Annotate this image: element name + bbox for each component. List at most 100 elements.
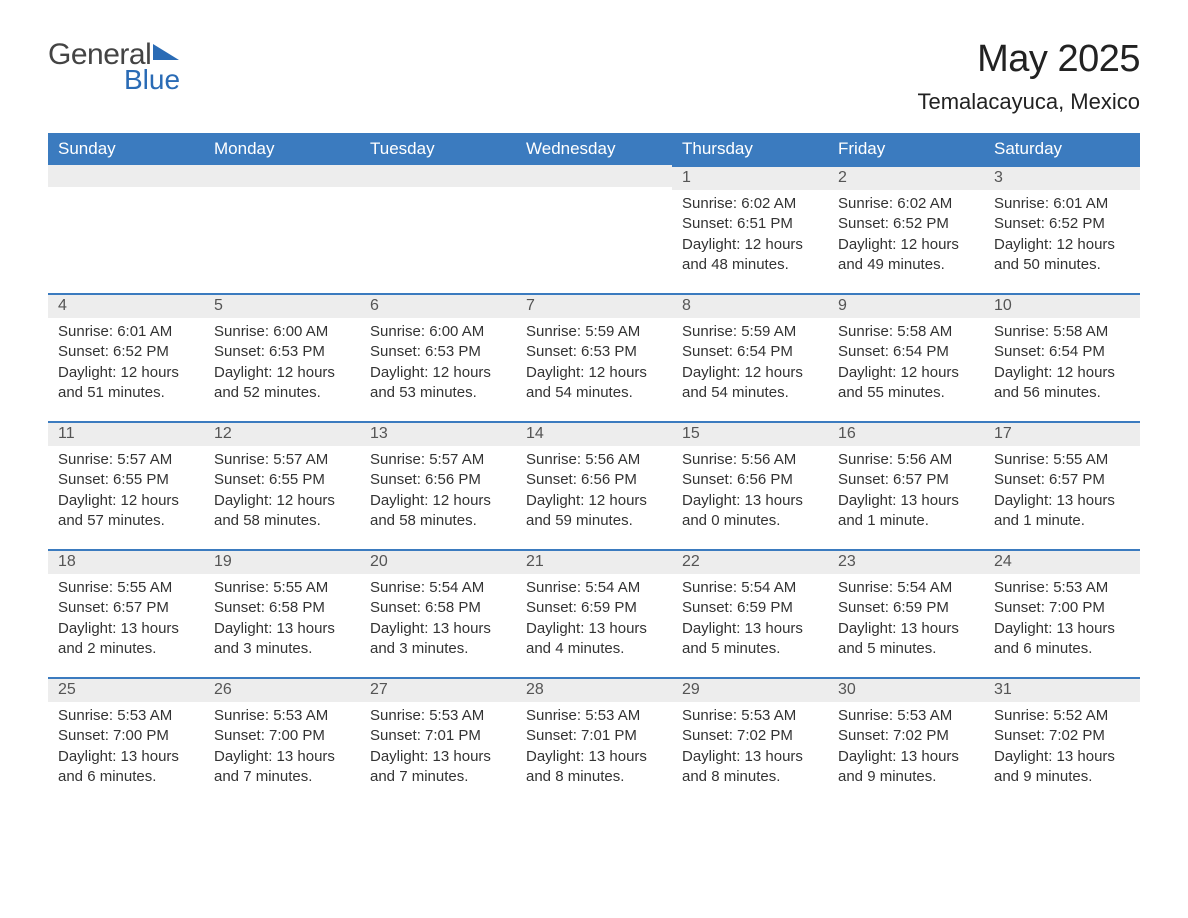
day-body: Sunrise: 6:01 AMSunset: 6:52 PMDaylight:… [48, 318, 204, 409]
calendar-day-cell: 12Sunrise: 5:57 AMSunset: 6:55 PMDayligh… [204, 421, 360, 549]
sunrise-line: Sunrise: 5:58 AM [994, 322, 1130, 342]
day-number-bar: 5 [204, 293, 360, 318]
day-number-bar: 27 [360, 677, 516, 702]
daylight-line: Daylight: 12 hours and 51 minutes. [58, 363, 194, 404]
calendar-empty-cell [516, 165, 672, 293]
sunset-line: Sunset: 6:53 PM [214, 342, 350, 362]
daylight-line: Daylight: 13 hours and 9 minutes. [994, 747, 1130, 788]
day-body: Sunrise: 5:54 AMSunset: 6:59 PMDaylight:… [672, 574, 828, 665]
calendar-day-cell: 30Sunrise: 5:53 AMSunset: 7:02 PMDayligh… [828, 677, 984, 805]
day-number-bar: 2 [828, 165, 984, 190]
sunrise-line: Sunrise: 5:53 AM [58, 706, 194, 726]
daylight-line: Daylight: 13 hours and 8 minutes. [682, 747, 818, 788]
sunrise-line: Sunrise: 6:01 AM [58, 322, 194, 342]
daylight-line: Daylight: 12 hours and 58 minutes. [370, 491, 506, 532]
day-number-bar: 25 [48, 677, 204, 702]
daylight-line: Daylight: 13 hours and 9 minutes. [838, 747, 974, 788]
weekday-header: Monday [204, 133, 360, 165]
day-number-bar: 3 [984, 165, 1140, 190]
daylight-line: Daylight: 13 hours and 7 minutes. [214, 747, 350, 788]
calendar-empty-cell [204, 165, 360, 293]
day-number-bar: 4 [48, 293, 204, 318]
daylight-line: Daylight: 12 hours and 54 minutes. [682, 363, 818, 404]
daylight-line: Daylight: 13 hours and 5 minutes. [838, 619, 974, 660]
sunset-line: Sunset: 6:58 PM [214, 598, 350, 618]
daylight-line: Daylight: 13 hours and 1 minute. [838, 491, 974, 532]
sunset-line: Sunset: 6:56 PM [370, 470, 506, 490]
calendar-day-cell: 31Sunrise: 5:52 AMSunset: 7:02 PMDayligh… [984, 677, 1140, 805]
sunrise-line: Sunrise: 5:59 AM [526, 322, 662, 342]
day-number-bar: 30 [828, 677, 984, 702]
calendar-week-row: 25Sunrise: 5:53 AMSunset: 7:00 PMDayligh… [48, 677, 1140, 805]
day-body: Sunrise: 6:02 AMSunset: 6:51 PMDaylight:… [672, 190, 828, 281]
sunrise-line: Sunrise: 5:54 AM [370, 578, 506, 598]
calendar-day-cell: 8Sunrise: 5:59 AMSunset: 6:54 PMDaylight… [672, 293, 828, 421]
day-body: Sunrise: 5:56 AMSunset: 6:56 PMDaylight:… [672, 446, 828, 537]
sunset-line: Sunset: 7:02 PM [994, 726, 1130, 746]
day-number-bar: 8 [672, 293, 828, 318]
day-number-bar: 7 [516, 293, 672, 318]
sunset-line: Sunset: 6:57 PM [994, 470, 1130, 490]
sunset-line: Sunset: 6:54 PM [838, 342, 974, 362]
sunrise-line: Sunrise: 6:02 AM [838, 194, 974, 214]
location-label: Temalacayuca, Mexico [917, 89, 1140, 115]
daylight-line: Daylight: 12 hours and 53 minutes. [370, 363, 506, 404]
day-body: Sunrise: 5:53 AMSunset: 7:01 PMDaylight:… [516, 702, 672, 793]
day-body: Sunrise: 5:57 AMSunset: 6:56 PMDaylight:… [360, 446, 516, 537]
day-body: Sunrise: 6:00 AMSunset: 6:53 PMDaylight:… [204, 318, 360, 409]
day-body: Sunrise: 5:54 AMSunset: 6:59 PMDaylight:… [828, 574, 984, 665]
calendar-day-cell: 7Sunrise: 5:59 AMSunset: 6:53 PMDaylight… [516, 293, 672, 421]
calendar-day-cell: 21Sunrise: 5:54 AMSunset: 6:59 PMDayligh… [516, 549, 672, 677]
calendar-day-cell: 22Sunrise: 5:54 AMSunset: 6:59 PMDayligh… [672, 549, 828, 677]
sunrise-line: Sunrise: 5:53 AM [526, 706, 662, 726]
day-body: Sunrise: 5:58 AMSunset: 6:54 PMDaylight:… [828, 318, 984, 409]
title-block: May 2025 Temalacayuca, Mexico [917, 38, 1140, 115]
empty-day-bar [516, 165, 672, 187]
calendar-week-row: 4Sunrise: 6:01 AMSunset: 6:52 PMDaylight… [48, 293, 1140, 421]
daylight-line: Daylight: 13 hours and 8 minutes. [526, 747, 662, 788]
sunset-line: Sunset: 6:52 PM [58, 342, 194, 362]
day-body: Sunrise: 5:53 AMSunset: 7:00 PMDaylight:… [48, 702, 204, 793]
calendar-day-cell: 3Sunrise: 6:01 AMSunset: 6:52 PMDaylight… [984, 165, 1140, 293]
sunrise-line: Sunrise: 5:52 AM [994, 706, 1130, 726]
sunrise-line: Sunrise: 5:56 AM [526, 450, 662, 470]
sunrise-line: Sunrise: 6:00 AM [370, 322, 506, 342]
day-number-bar: 20 [360, 549, 516, 574]
calendar-day-cell: 19Sunrise: 5:55 AMSunset: 6:58 PMDayligh… [204, 549, 360, 677]
day-body: Sunrise: 5:59 AMSunset: 6:54 PMDaylight:… [672, 318, 828, 409]
day-number-bar: 22 [672, 549, 828, 574]
calendar-week-row: 1Sunrise: 6:02 AMSunset: 6:51 PMDaylight… [48, 165, 1140, 293]
sunrise-line: Sunrise: 6:02 AM [682, 194, 818, 214]
sunset-line: Sunset: 6:52 PM [994, 214, 1130, 234]
month-title: May 2025 [917, 38, 1140, 81]
sunrise-line: Sunrise: 6:00 AM [214, 322, 350, 342]
day-body: Sunrise: 5:53 AMSunset: 7:02 PMDaylight:… [828, 702, 984, 793]
calendar-day-cell: 23Sunrise: 5:54 AMSunset: 6:59 PMDayligh… [828, 549, 984, 677]
daylight-line: Daylight: 13 hours and 3 minutes. [370, 619, 506, 660]
calendar-week-row: 11Sunrise: 5:57 AMSunset: 6:55 PMDayligh… [48, 421, 1140, 549]
sunrise-line: Sunrise: 5:54 AM [682, 578, 818, 598]
day-number-bar: 15 [672, 421, 828, 446]
day-body: Sunrise: 5:57 AMSunset: 6:55 PMDaylight:… [204, 446, 360, 537]
daylight-line: Daylight: 12 hours and 55 minutes. [838, 363, 974, 404]
sunset-line: Sunset: 6:55 PM [214, 470, 350, 490]
day-body: Sunrise: 5:54 AMSunset: 6:58 PMDaylight:… [360, 574, 516, 665]
sunrise-line: Sunrise: 5:53 AM [994, 578, 1130, 598]
sunrise-line: Sunrise: 5:59 AM [682, 322, 818, 342]
day-number-bar: 1 [672, 165, 828, 190]
daylight-line: Daylight: 13 hours and 0 minutes. [682, 491, 818, 532]
daylight-line: Daylight: 12 hours and 58 minutes. [214, 491, 350, 532]
daylight-line: Daylight: 12 hours and 48 minutes. [682, 235, 818, 276]
sunset-line: Sunset: 6:57 PM [838, 470, 974, 490]
calendar-day-cell: 28Sunrise: 5:53 AMSunset: 7:01 PMDayligh… [516, 677, 672, 805]
day-body: Sunrise: 5:55 AMSunset: 6:57 PMDaylight:… [984, 446, 1140, 537]
sunrise-line: Sunrise: 5:53 AM [214, 706, 350, 726]
flag-icon [153, 44, 179, 60]
day-number-bar: 29 [672, 677, 828, 702]
calendar-day-cell: 17Sunrise: 5:55 AMSunset: 6:57 PMDayligh… [984, 421, 1140, 549]
weekday-header-row: SundayMondayTuesdayWednesdayThursdayFrid… [48, 133, 1140, 165]
sunset-line: Sunset: 6:54 PM [682, 342, 818, 362]
daylight-line: Daylight: 13 hours and 6 minutes. [994, 619, 1130, 660]
sunrise-line: Sunrise: 5:57 AM [370, 450, 506, 470]
logo: General Blue [48, 38, 180, 96]
